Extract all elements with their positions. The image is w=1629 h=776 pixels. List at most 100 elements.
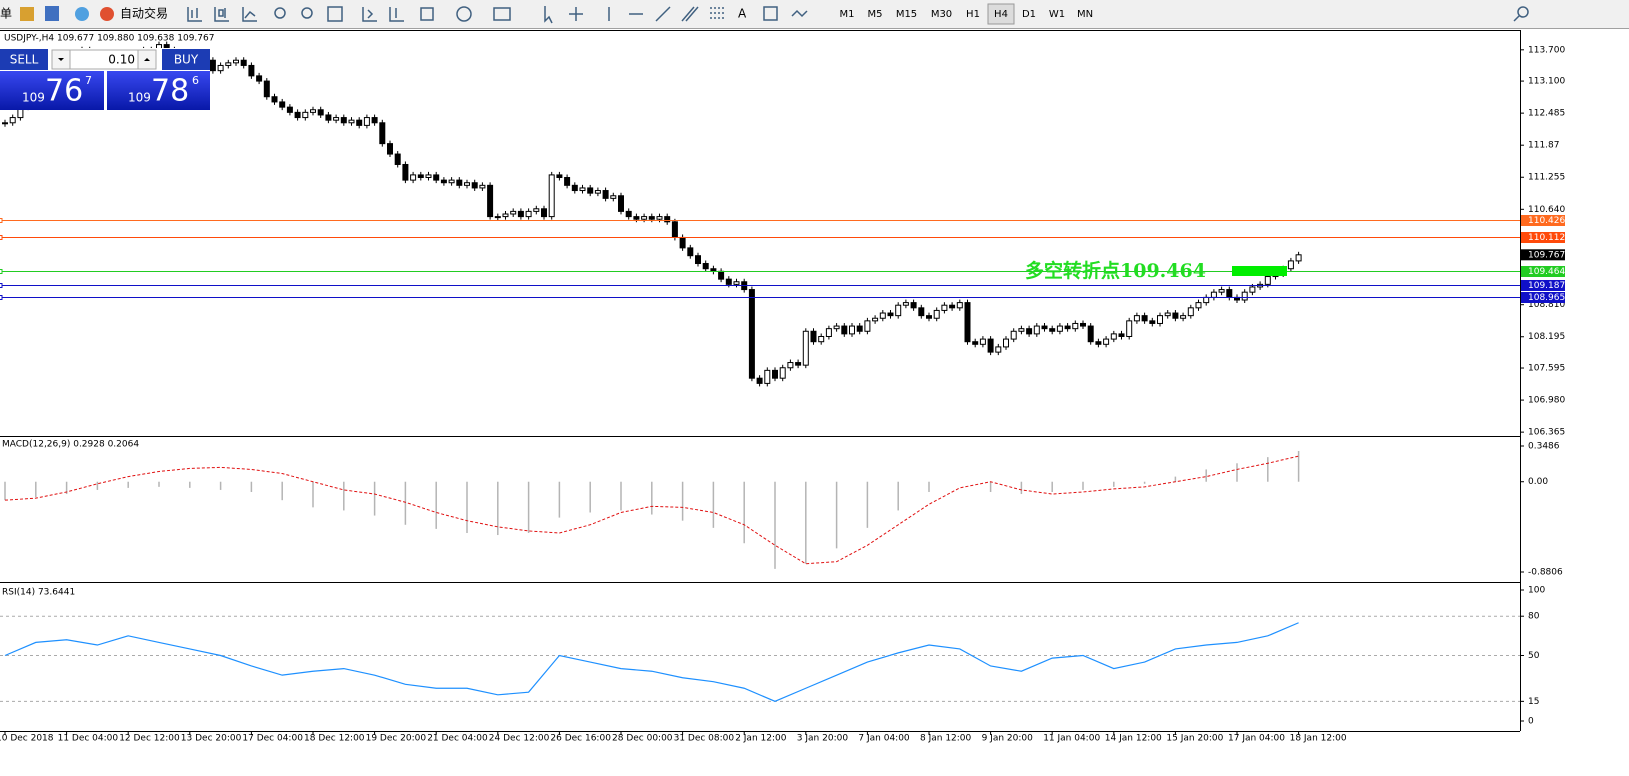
icon[interactable] (75, 7, 89, 21)
indicators-icon[interactable] (420, 7, 434, 21)
y-tick-label: 50 (1528, 651, 1540, 661)
candle (1141, 315, 1148, 322)
sell-label[interactable]: SELL (10, 53, 39, 67)
templates-icon[interactable] (493, 7, 511, 21)
y-tick-label: 0 (1528, 717, 1534, 727)
candle (787, 362, 794, 369)
timeframe-button[interactable]: M5 (868, 9, 883, 20)
chart-tools[interactable] (187, 6, 1529, 24)
timeframe-button[interactable]: MN (1077, 9, 1093, 20)
line-icon[interactable] (242, 7, 257, 22)
cursor-icon[interactable] (544, 6, 553, 24)
label-icon[interactable] (763, 6, 778, 21)
candle (433, 174, 440, 181)
y-tick-label: 111.255 (1528, 173, 1565, 183)
candle (279, 101, 286, 108)
zoom-out-icon[interactable] (301, 7, 313, 19)
candle (248, 64, 255, 77)
bid-big: 109 (22, 91, 45, 105)
tile-icon[interactable] (327, 6, 343, 22)
candle (964, 302, 971, 343)
candle (1149, 320, 1156, 324)
auto-trade[interactable]: 自动交易 (120, 6, 168, 21)
bar-chart-icon[interactable] (187, 7, 202, 22)
candle (679, 236, 686, 249)
buy-label[interactable]: BUY (174, 53, 199, 67)
macd-signal (4, 455, 1299, 565)
text-tool[interactable]: A (738, 7, 747, 21)
arrows-icon[interactable] (791, 9, 808, 18)
candle (325, 114, 332, 121)
candle (810, 330, 817, 343)
auto-trade-icon[interactable] (100, 7, 114, 21)
active-timeframe[interactable] (987, 3, 1015, 25)
candle-icon[interactable] (214, 7, 229, 22)
x-tick-label: 11 Jan 04:00 (1043, 734, 1100, 744)
timeframe-button[interactable]: M1 (840, 9, 855, 20)
candle (502, 213, 509, 218)
y-tick-label: 113.700 (1528, 45, 1565, 55)
periods-icon[interactable] (456, 6, 472, 22)
candle (494, 216, 501, 219)
scroll-icon[interactable] (362, 7, 377, 22)
crosshair-icon[interactable] (569, 7, 583, 21)
candle (286, 106, 293, 113)
shift-icon[interactable] (389, 7, 404, 22)
search-icon[interactable] (1517, 6, 1529, 18)
candle (394, 153, 401, 165)
candle (710, 268, 717, 272)
lot-value[interactable]: 0.10 (108, 53, 135, 67)
candle (1087, 325, 1094, 343)
candle (910, 302, 917, 309)
bid-box[interactable] (0, 71, 104, 110)
candle (410, 174, 417, 181)
trade-panel: SELL 0.10 BUY 109 76 7 109 78 6 (0, 48, 210, 110)
candle (310, 109, 316, 113)
timeframe-button[interactable]: M30 (931, 9, 952, 20)
candle (995, 346, 1002, 353)
candle (1118, 333, 1125, 337)
icon[interactable] (45, 6, 59, 21)
candle (864, 320, 871, 332)
timeframe-button[interactable]: D1 (1022, 9, 1036, 20)
sell-button[interactable] (0, 49, 48, 70)
x-tick-label: 7 Jan 04:00 (858, 734, 910, 744)
search-icon-handle[interactable] (1513, 15, 1520, 22)
trendline-icon[interactable] (655, 6, 671, 22)
timeframe-button[interactable]: M15 (896, 9, 917, 20)
level-label: 108.965 (1528, 293, 1565, 303)
y-tick-label: 113.100 (1528, 77, 1565, 87)
timeframe-button[interactable]: H4 (994, 9, 1008, 20)
y-tick-label: 108.810 (1528, 300, 1565, 310)
buy-button[interactable] (162, 49, 210, 70)
candle (217, 64, 224, 72)
bid-main: 76 (45, 74, 83, 109)
candle (1172, 312, 1179, 319)
x-tick-label: 11 Dec 04:00 (58, 734, 119, 744)
level-marker (0, 235, 3, 240)
candle (294, 111, 301, 119)
candle (317, 109, 324, 116)
candle (471, 182, 478, 189)
candle (671, 221, 678, 238)
timeframe-button[interactable]: W1 (1049, 9, 1065, 20)
candle (718, 270, 725, 280)
zoom-in-icon[interactable] (274, 7, 286, 19)
level-label-bg (1521, 215, 1565, 226)
candle (1187, 307, 1194, 317)
candle (872, 317, 879, 322)
candle (918, 307, 925, 317)
candle (602, 190, 609, 199)
candle (1080, 322, 1086, 327)
candle (733, 281, 740, 285)
channel-icon[interactable] (681, 6, 699, 22)
candle (1218, 289, 1225, 293)
icon[interactable] (20, 7, 34, 21)
ask-box[interactable] (107, 71, 210, 110)
timeframe-button[interactable]: H1 (966, 9, 980, 20)
y-tick-label: 80 (1528, 612, 1540, 622)
menu-char[interactable]: 单 (0, 7, 12, 21)
candle (363, 117, 370, 126)
candle (348, 119, 355, 124)
